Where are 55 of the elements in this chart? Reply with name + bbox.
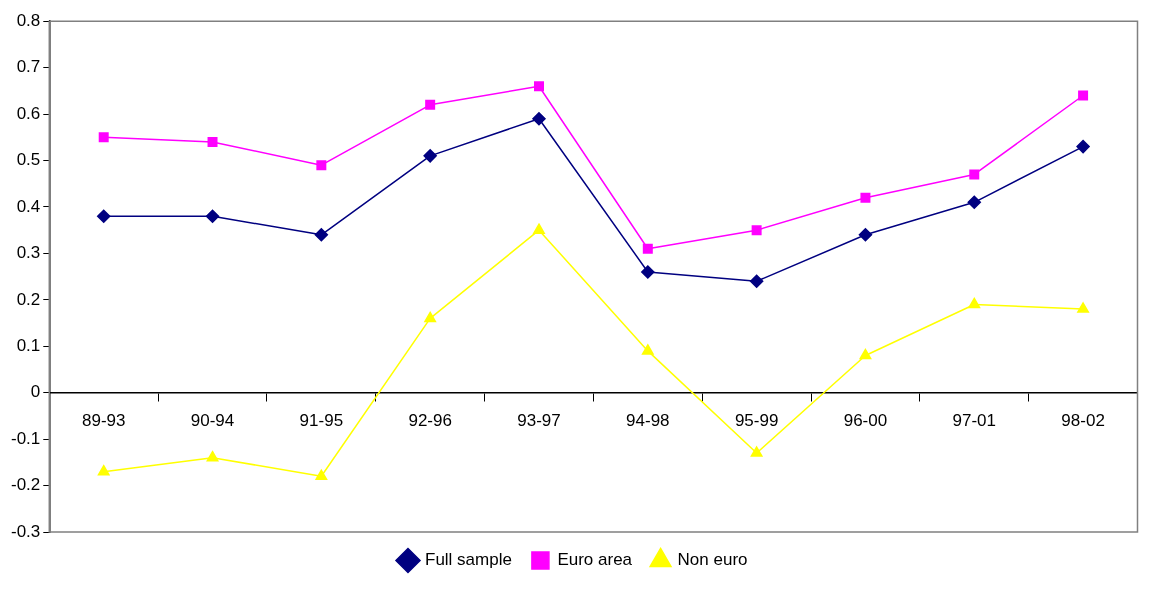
point (316, 160, 327, 171)
legend-label: Full sample (425, 550, 512, 570)
point (96, 209, 111, 223)
x-tick-label: 93-97 (517, 410, 561, 430)
point (98, 132, 109, 143)
point (97, 464, 110, 476)
point (532, 111, 546, 126)
point (1078, 90, 1089, 101)
x-tick-label: 91-95 (299, 410, 344, 430)
point (533, 223, 545, 234)
y-tick-label: 0.4 (16, 196, 41, 216)
x-tick-label: 95-99 (734, 410, 779, 430)
legend-label: Non euro (677, 550, 748, 570)
x-tick-label: 92-96 (408, 410, 452, 430)
point (205, 209, 220, 223)
point (1076, 139, 1090, 154)
point (968, 297, 981, 309)
point (860, 192, 871, 203)
x-tick-label: 94-98 (626, 410, 670, 430)
point (315, 469, 328, 481)
point (641, 265, 655, 279)
legend-label: Euro area (557, 550, 633, 570)
y-tick-label: 0.5 (16, 150, 41, 170)
y-tick-label: -0.3 (11, 521, 41, 541)
x-tick-label: 89-93 (81, 410, 126, 430)
point (424, 311, 437, 323)
point (314, 228, 329, 242)
point (859, 348, 872, 360)
point (858, 228, 873, 242)
point (751, 225, 762, 236)
point (425, 99, 436, 110)
y-tick-label: 0.8 (16, 10, 41, 30)
point (749, 274, 764, 288)
x-tick-label: 96-00 (843, 410, 888, 430)
point (750, 446, 763, 457)
point (207, 136, 218, 147)
point (969, 169, 980, 180)
y-tick-label: -0.2 (11, 475, 41, 495)
y-tick-label: 0.7 (16, 57, 41, 77)
point (206, 450, 219, 462)
point (423, 149, 437, 163)
x-tick-label: 98-02 (1061, 410, 1105, 430)
y-tick-label: 0.6 (16, 103, 41, 123)
point (1077, 302, 1090, 313)
point (967, 195, 982, 210)
y-tick-label: 0.2 (16, 289, 41, 309)
point (642, 243, 653, 254)
y-tick-label: 0.3 (16, 243, 41, 263)
x-tick-label: 97-01 (952, 410, 997, 430)
y-tick-label: 0.1 (16, 335, 41, 355)
x-tick-label: 90-94 (190, 410, 235, 430)
y-tick-label: -0.1 (11, 428, 41, 448)
point (533, 81, 544, 92)
y-tick-label: 0 (30, 382, 41, 402)
point (641, 344, 654, 355)
